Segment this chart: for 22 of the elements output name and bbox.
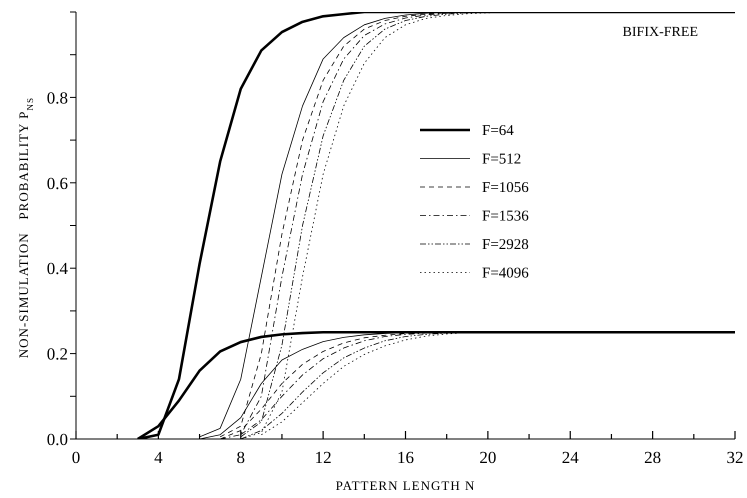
legend-label: F=1536 xyxy=(482,208,530,224)
y-tick-label: 0.8 xyxy=(46,88,68,108)
x-tick-label: 0 xyxy=(72,448,80,467)
x-tick-label: 16 xyxy=(397,448,414,467)
x-tick-label: 20 xyxy=(479,448,496,467)
y-tick-label: 0.6 xyxy=(46,174,68,193)
legend-label: F=512 xyxy=(482,152,522,168)
x-axis-title: PATTERN LENGTH N xyxy=(336,478,476,493)
x-tick-label: 12 xyxy=(314,448,332,467)
y-tick-label: 0.0 xyxy=(46,430,68,450)
legend-label: F=64 xyxy=(482,123,514,139)
x-tick-label: 8 xyxy=(236,448,245,467)
legend-label: F=2928 xyxy=(482,237,529,253)
legend-label: F=4096 xyxy=(482,266,530,282)
annotation: BIFIX-FREE xyxy=(622,25,698,40)
y-tick-label: 0.2 xyxy=(46,344,68,364)
y-tick-label: 0.4 xyxy=(46,259,68,278)
x-tick-label: 4 xyxy=(154,448,164,467)
legend-label: F=1056 xyxy=(482,180,530,196)
x-tick-label: 32 xyxy=(726,448,744,467)
x-tick-label: 28 xyxy=(644,448,662,467)
x-tick-label: 24 xyxy=(562,448,580,467)
